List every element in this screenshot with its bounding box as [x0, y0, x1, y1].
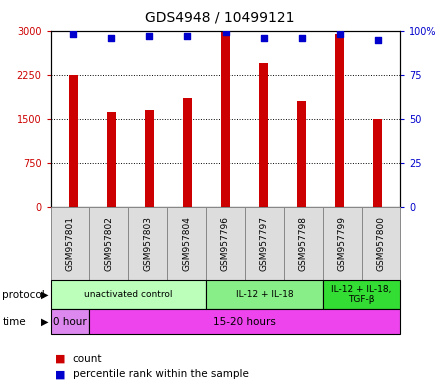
Bar [106, 112, 116, 207]
Text: 15-20 hours: 15-20 hours [213, 316, 276, 327]
Text: time: time [2, 316, 26, 327]
Point [374, 36, 381, 43]
Text: GSM957804: GSM957804 [182, 217, 191, 271]
Text: IL-12 + IL-18,
TGF-β: IL-12 + IL-18, TGF-β [331, 285, 392, 305]
Point [336, 31, 343, 37]
Text: GSM957801: GSM957801 [66, 216, 74, 271]
Bar [145, 110, 154, 207]
Text: GSM957798: GSM957798 [299, 216, 308, 271]
Bar [297, 101, 306, 207]
Bar [221, 31, 230, 207]
Text: GSM957799: GSM957799 [337, 216, 347, 271]
Text: 0 hour: 0 hour [53, 316, 87, 327]
Text: GDS4948 / 10499121: GDS4948 / 10499121 [145, 10, 295, 24]
Text: GSM957800: GSM957800 [377, 216, 385, 271]
Text: GSM957802: GSM957802 [104, 217, 114, 271]
Text: GSM957797: GSM957797 [260, 216, 269, 271]
Text: percentile rank within the sample: percentile rank within the sample [73, 369, 249, 379]
Bar [259, 63, 268, 207]
Point [146, 33, 153, 39]
Text: GSM957796: GSM957796 [221, 216, 230, 271]
Point [298, 35, 305, 41]
Text: protocol: protocol [2, 290, 45, 300]
Point [184, 33, 191, 39]
Text: ▶: ▶ [41, 290, 48, 300]
Point [70, 31, 77, 37]
Bar [373, 119, 382, 207]
Text: ■: ■ [55, 354, 66, 364]
Text: ▶: ▶ [41, 316, 48, 327]
Bar [335, 34, 345, 207]
Text: unactivated control: unactivated control [84, 290, 172, 299]
Text: GSM957803: GSM957803 [143, 216, 152, 271]
Text: ■: ■ [55, 369, 66, 379]
Text: count: count [73, 354, 102, 364]
Point [260, 35, 267, 41]
Point [222, 30, 229, 36]
Bar [69, 75, 78, 207]
Bar [183, 98, 192, 207]
Point [108, 35, 115, 41]
Text: IL-12 + IL-18: IL-12 + IL-18 [235, 290, 293, 299]
